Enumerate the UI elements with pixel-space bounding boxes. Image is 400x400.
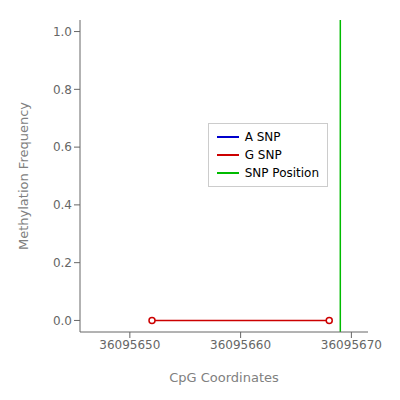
html-text:G SNP: G SNP xyxy=(244,148,282,163)
html-text:SNP Position: SNP Position xyxy=(244,166,319,181)
svg-text:0.4: 0.4 xyxy=(53,198,72,212)
svg-text:Methylation Frequency: Methylation Frequency xyxy=(16,102,31,250)
svg-text:36095660: 36095660 xyxy=(210,338,271,352)
svg-text:0.2: 0.2 xyxy=(53,256,72,270)
svg-text:36095670: 36095670 xyxy=(321,338,382,352)
svg-text:0.6: 0.6 xyxy=(53,140,72,154)
svg-text:CpG Coordinates: CpG Coordinates xyxy=(169,370,279,385)
svg-text:36095650: 36095650 xyxy=(99,338,160,352)
html-text:A SNP: A SNP xyxy=(244,130,281,145)
svg-text:1.0: 1.0 xyxy=(53,25,72,39)
svg-text:0.0: 0.0 xyxy=(53,314,72,328)
svg-text:0.8: 0.8 xyxy=(53,83,72,97)
